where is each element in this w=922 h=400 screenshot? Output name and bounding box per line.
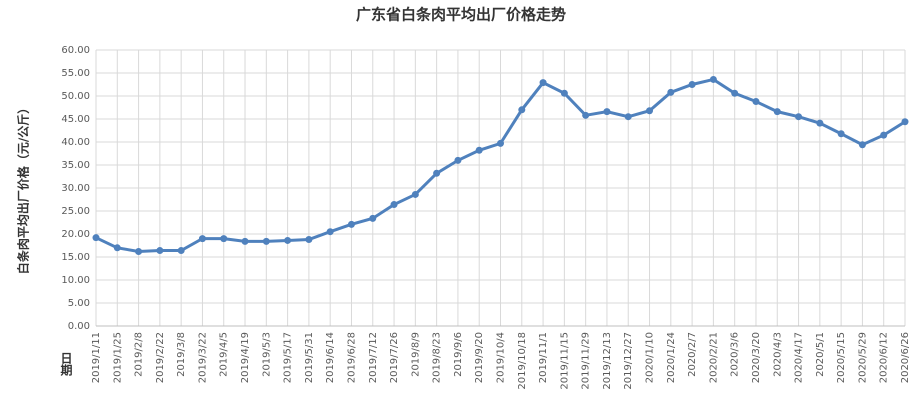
x-tick-label: 2020/2/21 [708, 332, 719, 383]
y-tick-label: 15.00 [61, 252, 90, 263]
y-tick-label: 30.00 [61, 183, 90, 194]
x-tick-label: 2019/2/8 [134, 332, 145, 377]
point [624, 113, 632, 121]
y-tick-label: 40.00 [61, 137, 90, 148]
y-tick-label: 10.00 [61, 275, 90, 286]
x-tick-label: 2019/6/28 [346, 332, 357, 383]
x-tick-label: 2019/12/27 [623, 332, 634, 390]
point [901, 118, 909, 126]
x-tick-label: 2019/5/31 [304, 332, 315, 383]
y-tick-label: 60.00 [61, 45, 90, 56]
point [773, 108, 781, 116]
point [92, 234, 100, 242]
y-tick-label: 25.00 [61, 206, 90, 217]
point [262, 237, 270, 245]
point [752, 98, 760, 106]
point [305, 236, 313, 244]
x-tick-label: 2020/5/29 [857, 332, 868, 383]
x-axis-title: 日期 [59, 352, 73, 377]
point [858, 141, 866, 149]
point [454, 156, 462, 164]
x-tick-label: 2020/3/20 [751, 332, 762, 383]
point [816, 119, 824, 127]
x-tick-label: 2019/7/12 [368, 332, 379, 383]
x-tick-label: 2019/3/8 [176, 332, 187, 377]
point [603, 108, 611, 116]
x-tick-label: 2020/4/17 [794, 332, 805, 383]
y-tick-label: 0.00 [68, 321, 90, 332]
x-tick-label: 2020/6/26 [900, 332, 911, 383]
y-tick-label: 50.00 [61, 91, 90, 102]
y-tick-label: 45.00 [61, 114, 90, 125]
x-tick-label: 2019/2/22 [155, 332, 166, 383]
x-tick-label: 2019/1/11 [91, 332, 102, 383]
point [135, 247, 143, 255]
x-tick-label: 2020/4/3 [772, 332, 783, 377]
point [177, 247, 185, 255]
x-tick-label: 2020/2/7 [687, 332, 698, 377]
x-tick-label: 2019/8/23 [432, 332, 443, 383]
point [411, 190, 419, 198]
point [731, 89, 739, 97]
point [795, 113, 803, 121]
point [390, 201, 398, 209]
point [837, 130, 845, 138]
x-tick-label: 2019/11/15 [559, 332, 570, 390]
x-tick-label: 2019/11/29 [581, 332, 592, 390]
x-tick-label: 2019/9/6 [453, 332, 464, 377]
point [582, 111, 590, 119]
point [326, 228, 334, 236]
point [518, 106, 526, 114]
point [688, 81, 696, 88]
point [284, 236, 292, 244]
x-tick-label: 2020/1/10 [645, 332, 656, 383]
point [220, 235, 228, 243]
point [667, 88, 675, 96]
y-tick-label: 20.00 [61, 229, 90, 240]
point [646, 107, 654, 115]
x-tick-label: 2019/1/25 [112, 332, 123, 383]
x-tick-label: 2020/5/1 [815, 332, 826, 377]
x-tick-label: 2020/6/12 [879, 332, 890, 383]
point [113, 244, 121, 252]
chart-title: 广东省白条肉平均出厂价格走势 [356, 6, 566, 24]
x-tick-label: 2019/10/4 [496, 332, 507, 383]
point [539, 79, 547, 87]
point [347, 220, 355, 228]
point [709, 75, 717, 83]
point [497, 139, 504, 147]
x-tick-label: 2019/5/17 [283, 332, 294, 383]
x-tick-label: 2020/3/6 [730, 332, 741, 377]
x-tick-label: 2019/12/13 [602, 332, 613, 390]
x-tick-label: 2020/5/15 [836, 332, 847, 383]
point [198, 235, 206, 243]
x-tick-label: 2019/10/18 [517, 332, 528, 390]
x-tick-label: 2019/4/5 [219, 332, 230, 377]
x-tick-label: 2019/4/19 [240, 332, 251, 383]
x-tick-label: 2020/1/24 [666, 332, 677, 383]
y-axis-title: 白条肉平均出厂价格（元/公斤） [16, 102, 31, 274]
y-tick-label: 35.00 [61, 160, 90, 171]
x-tick-label: 2019/9/20 [474, 332, 485, 383]
x-tick-label: 2019/5/3 [261, 332, 272, 377]
y-tick-label: 55.00 [61, 68, 90, 79]
x-tick-label: 2019/6/14 [325, 332, 336, 383]
point [433, 169, 441, 177]
y-tick-label: 5.00 [68, 298, 90, 309]
point [369, 214, 377, 222]
x-tick-label: 2019/8/9 [410, 332, 421, 377]
x-tick-label: 2019/7/26 [389, 332, 400, 383]
point [560, 89, 568, 97]
x-tick-label: 2019/11/1 [538, 332, 549, 383]
point [475, 146, 483, 154]
point [241, 237, 249, 245]
point [156, 247, 164, 255]
x-tick-label: 2019/3/22 [197, 332, 208, 383]
point [880, 131, 888, 139]
